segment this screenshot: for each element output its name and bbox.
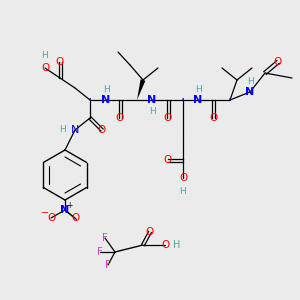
Text: H: H: [103, 85, 110, 94]
Text: F: F: [97, 247, 103, 257]
Text: H: H: [195, 85, 201, 94]
Text: O: O: [56, 57, 64, 67]
Text: O: O: [274, 57, 282, 67]
Text: O: O: [164, 155, 172, 165]
Text: −: −: [41, 208, 49, 218]
Text: F: F: [102, 233, 108, 243]
Text: O: O: [116, 113, 124, 123]
Text: H: H: [247, 77, 254, 86]
Text: N: N: [101, 95, 111, 105]
Text: N: N: [147, 95, 157, 105]
Text: ·: ·: [228, 93, 232, 107]
Text: N: N: [245, 87, 255, 97]
Text: N: N: [71, 125, 79, 135]
Text: H: H: [180, 188, 186, 196]
Text: N: N: [194, 95, 202, 105]
Text: O: O: [161, 240, 169, 250]
Text: H: H: [42, 52, 48, 61]
Text: F: F: [105, 260, 111, 270]
Text: O: O: [164, 113, 172, 123]
Text: O: O: [98, 125, 106, 135]
Polygon shape: [137, 79, 146, 100]
Text: N: N: [60, 205, 70, 215]
Text: H: H: [148, 107, 155, 116]
Text: O: O: [71, 213, 79, 223]
Text: H: H: [173, 240, 181, 250]
Text: H: H: [60, 125, 66, 134]
Text: O: O: [41, 63, 49, 73]
Text: +: +: [66, 200, 72, 209]
Text: ·: ·: [88, 93, 92, 107]
Text: O: O: [47, 213, 55, 223]
Text: O: O: [179, 173, 187, 183]
Text: O: O: [209, 113, 217, 123]
Text: ·: ·: [181, 93, 185, 107]
Text: O: O: [146, 227, 154, 237]
